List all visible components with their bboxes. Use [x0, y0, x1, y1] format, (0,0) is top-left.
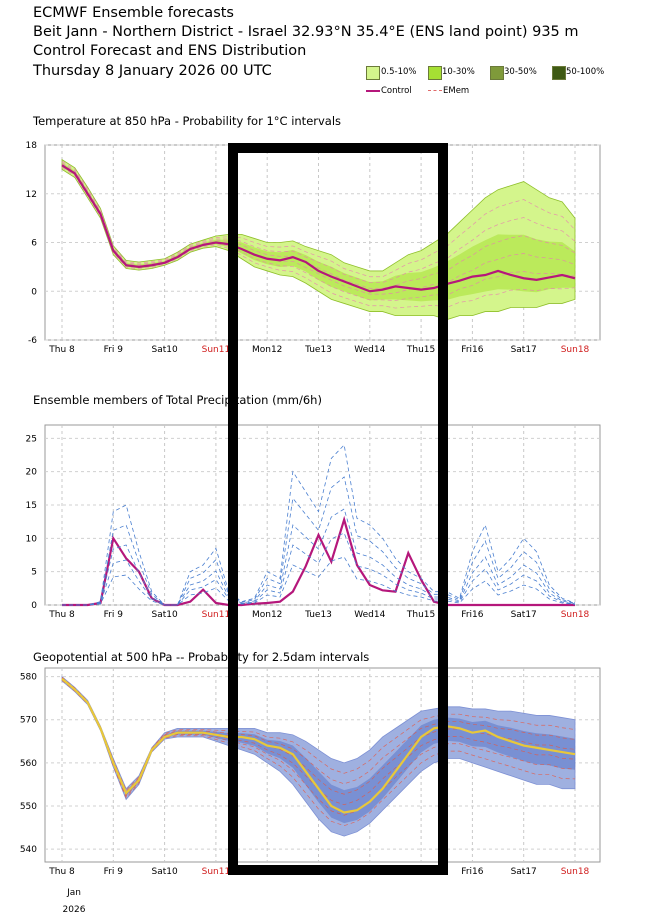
- legend-swatch-1: [428, 66, 442, 80]
- precip-member-line: [62, 556, 576, 606]
- x-tick-label: Fri16: [461, 867, 483, 877]
- y-tick-label: -6: [28, 336, 37, 346]
- x-tick-label: Sun18: [561, 867, 590, 877]
- y-tick-label: 550: [20, 802, 37, 812]
- y-tick-label: 5: [31, 568, 37, 578]
- legend-emem-label: EMem: [443, 86, 470, 96]
- x-tick-label: Tue13: [304, 345, 332, 355]
- y-tick-label: 25: [26, 434, 37, 444]
- x-tick-label: Thu 8: [48, 610, 75, 620]
- legend-label-2: 30-50%: [504, 67, 537, 77]
- month-label: Jan: [66, 888, 81, 898]
- x-tick-label: Fri 9: [104, 610, 124, 620]
- spread-band-inner: [62, 677, 575, 824]
- chart-title-location: Beit Jann - Northern District - Israel 3…: [33, 24, 579, 40]
- x-tick-label: Sat10: [151, 610, 177, 620]
- ensemble-member-line: [61, 167, 576, 309]
- legend-emem-line: [428, 90, 442, 91]
- x-tick-label: Thu15: [406, 610, 435, 620]
- chart-subtitle: Control Forecast and ENS Distribution: [33, 43, 307, 59]
- x-tick-label: Thu15: [406, 345, 435, 355]
- x-tick-label: Sun11: [202, 867, 231, 877]
- chart-panel-precipitation: Thu 8 Fri 9 Sat10 Sun11 Mon12 Tue13 Wed14 Thu15…: [26, 424, 601, 620]
- x-tick-label: Sun11: [202, 345, 231, 355]
- legend-control-label: Control: [381, 86, 412, 96]
- y-tick-label: 6: [31, 239, 37, 249]
- legend-label-0: 0.5-10%: [381, 67, 417, 77]
- forecast-date: Thursday 8 January 2026 00 UTC: [33, 63, 272, 79]
- ensemble-member-line: [61, 678, 576, 795]
- x-tick-label: Wed14: [354, 345, 385, 355]
- x-tick-label: Fri16: [461, 610, 483, 620]
- precip-member-line: [62, 444, 576, 606]
- legend-control-line: [366, 90, 380, 92]
- chart-panel-geopotential: Thu 8 Fri 9 Sat10 Sun11 Mon12 Tue13 Wed14 Thu15…: [20, 667, 601, 877]
- x-tick-label: Fri16: [461, 345, 483, 355]
- y-tick-label: 580: [20, 673, 37, 683]
- x-tick-label: Sun18: [561, 345, 590, 355]
- precip-member-line: [62, 532, 576, 606]
- x-tick-label: Sat17: [511, 610, 537, 620]
- legend-swatch-2: [490, 66, 504, 80]
- x-tick-label: Tue13: [304, 610, 332, 620]
- ensemble-member-line: [61, 677, 576, 793]
- x-tick-label: Sun11: [202, 610, 231, 620]
- y-tick-label: 15: [26, 501, 37, 511]
- x-tick-label: Mon12: [252, 345, 282, 355]
- y-tick-label: 12: [26, 190, 37, 200]
- chart-title-line1: ECMWF Ensemble forecasts: [33, 5, 234, 21]
- y-tick-label: 560: [20, 759, 37, 769]
- series-line-control: [61, 677, 576, 814]
- ensemble-member-line: [61, 163, 576, 289]
- x-tick-label: Fri 9: [104, 867, 124, 877]
- ensemble-member-line: [61, 160, 576, 278]
- panel-title-precipitation: Ensemble members of Total Precipitation …: [33, 393, 322, 407]
- x-tick-label: Sat17: [511, 345, 537, 355]
- year-label: 2026: [63, 905, 86, 915]
- x-tick-label: Thu 8: [48, 345, 75, 355]
- x-tick-label: Wed14: [354, 610, 385, 620]
- y-tick-label: 20: [26, 468, 38, 478]
- legend-swatch-0: [366, 66, 380, 80]
- y-tick-label: 0: [31, 601, 37, 611]
- x-tick-label: Sun18: [561, 610, 590, 620]
- plot-area: [44, 424, 601, 606]
- y-tick-label: 10: [26, 534, 38, 544]
- x-tick-label: Mon12: [252, 610, 282, 620]
- legend-swatch-3: [552, 66, 566, 80]
- legend-label-3: 50-100%: [566, 67, 605, 77]
- panel-title-temperature: Temperature at 850 hPa - Probability for…: [33, 114, 342, 128]
- legend-label-1: 10-30%: [442, 67, 475, 77]
- highlight-box: [228, 143, 448, 875]
- y-tick-label: 18: [26, 141, 38, 151]
- x-tick-label: Sat10: [151, 345, 177, 355]
- chart-panel-temperature: Thu 8 Fri 9 Sat10 Sun11 Mon12 Tue13 Wed14 Thu15…: [26, 141, 601, 355]
- panel-title-geopotential: Geopotential at 500 hPa -- Probability f…: [33, 650, 370, 664]
- x-tick-label: Fri 9: [104, 345, 124, 355]
- x-tick-label: Sat10: [151, 867, 177, 877]
- x-tick-label: Sat17: [511, 867, 537, 877]
- y-tick-label: 570: [20, 716, 37, 726]
- y-tick-label: 540: [20, 845, 37, 855]
- ensemble-member-line: [61, 162, 576, 283]
- y-tick-label: 0: [31, 287, 37, 297]
- series-line-control: [61, 164, 576, 293]
- precip-member-line: [62, 508, 576, 606]
- x-tick-label: Thu 8: [48, 867, 75, 877]
